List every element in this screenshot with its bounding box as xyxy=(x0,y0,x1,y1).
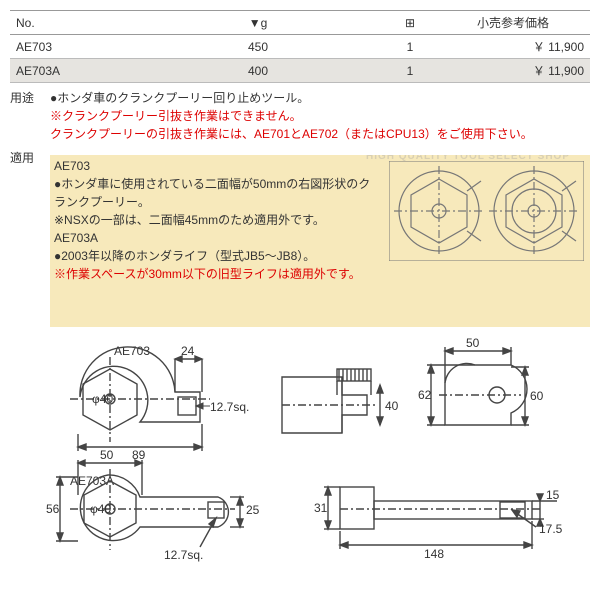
dim-text: φ40 xyxy=(90,502,111,516)
diagram-label: AE703A xyxy=(70,474,114,488)
purpose-section: 用途 ●ホンダ車のクランクプーリー回り止めツール。 ※クランクプーリー引抜き作業… xyxy=(10,89,590,143)
dim-text: φ40 xyxy=(92,392,113,406)
apply-warning: ※作業スペースが30mm以下の旧型ライフは適用外です。 xyxy=(54,265,382,283)
purpose-line: ●ホンダ車のクランクプーリー回り止めツール。 xyxy=(50,89,590,107)
dim-text: 50 xyxy=(100,448,114,462)
header-no: No. xyxy=(10,11,132,35)
dim-text: 62 xyxy=(418,388,432,402)
apply-model: AE703A xyxy=(54,229,382,247)
table-row: AE703 450 1 ￥ 11,900 xyxy=(10,35,590,59)
purpose-label: 用途 xyxy=(10,89,50,143)
header-qty: ⊞ xyxy=(384,11,436,35)
dim-text: 60 xyxy=(530,389,544,403)
cell-price: ￥ 11,900 xyxy=(436,35,590,59)
diagram-label: AE703 xyxy=(114,344,150,358)
cell-no: AE703A xyxy=(10,59,132,83)
header-price: 小売参考価格 xyxy=(436,11,590,35)
apply-warning: ※NSXの一部は、二面幅45mmのため適用外です。 xyxy=(54,211,382,229)
dim-text: 50 xyxy=(466,337,480,350)
dim-text: 89 xyxy=(132,448,146,462)
purpose-warning: クランクプーリーの引抜き作業には、AE701とAE702（またはCPU13）をご… xyxy=(50,125,590,143)
table-row: AE703A 400 1 ￥ 11,900 xyxy=(10,59,590,83)
purpose-warning: ※クランクプーリー引抜き作業はできません。 xyxy=(50,107,590,125)
technical-diagrams: AE703 φ40 xyxy=(10,337,590,570)
dim-text: 31 xyxy=(314,501,328,515)
dim-text: 25 xyxy=(246,503,260,517)
apply-section: 適用 HIGH QUALITY TOOL SELECT SHOP EHIME M… xyxy=(10,149,590,327)
diagram-svg: AE703 φ40 xyxy=(10,337,590,567)
dim-text: 17.5 xyxy=(539,522,563,536)
dim-text: 12.7sq. xyxy=(164,548,203,562)
dim-text: 12.7sq. xyxy=(210,400,249,414)
dim-text: 24 xyxy=(181,344,195,358)
apply-label: 適用 xyxy=(10,149,50,327)
dim-text: 56 xyxy=(46,502,60,516)
dim-text: 148 xyxy=(424,547,444,561)
apply-model: AE703 xyxy=(54,157,382,175)
cell-qty: 1 xyxy=(384,35,436,59)
header-weight: ▼g xyxy=(132,11,384,35)
dim-text: 15 xyxy=(546,488,560,502)
cell-weight: 400 xyxy=(132,59,384,83)
pulley-diagram xyxy=(389,161,584,261)
cell-qty: 1 xyxy=(384,59,436,83)
apply-line: ●ホンダ車に使用されている二面幅が50mmの右図形状のクランクプーリー。 xyxy=(54,175,382,211)
dim-text: 40 xyxy=(385,399,399,413)
cell-weight: 450 xyxy=(132,35,384,59)
apply-line: ●2003年以降のホンダライフ（型式JB5～JB8）。 xyxy=(54,247,382,265)
cell-no: AE703 xyxy=(10,35,132,59)
spec-table: No. ▼g ⊞ 小売参考価格 AE703 450 1 ￥ 11,900 AE7… xyxy=(10,10,590,83)
cell-price: ￥ 11,900 xyxy=(436,59,590,83)
apply-box: HIGH QUALITY TOOL SELECT SHOP EHIME MACH… xyxy=(50,155,590,327)
